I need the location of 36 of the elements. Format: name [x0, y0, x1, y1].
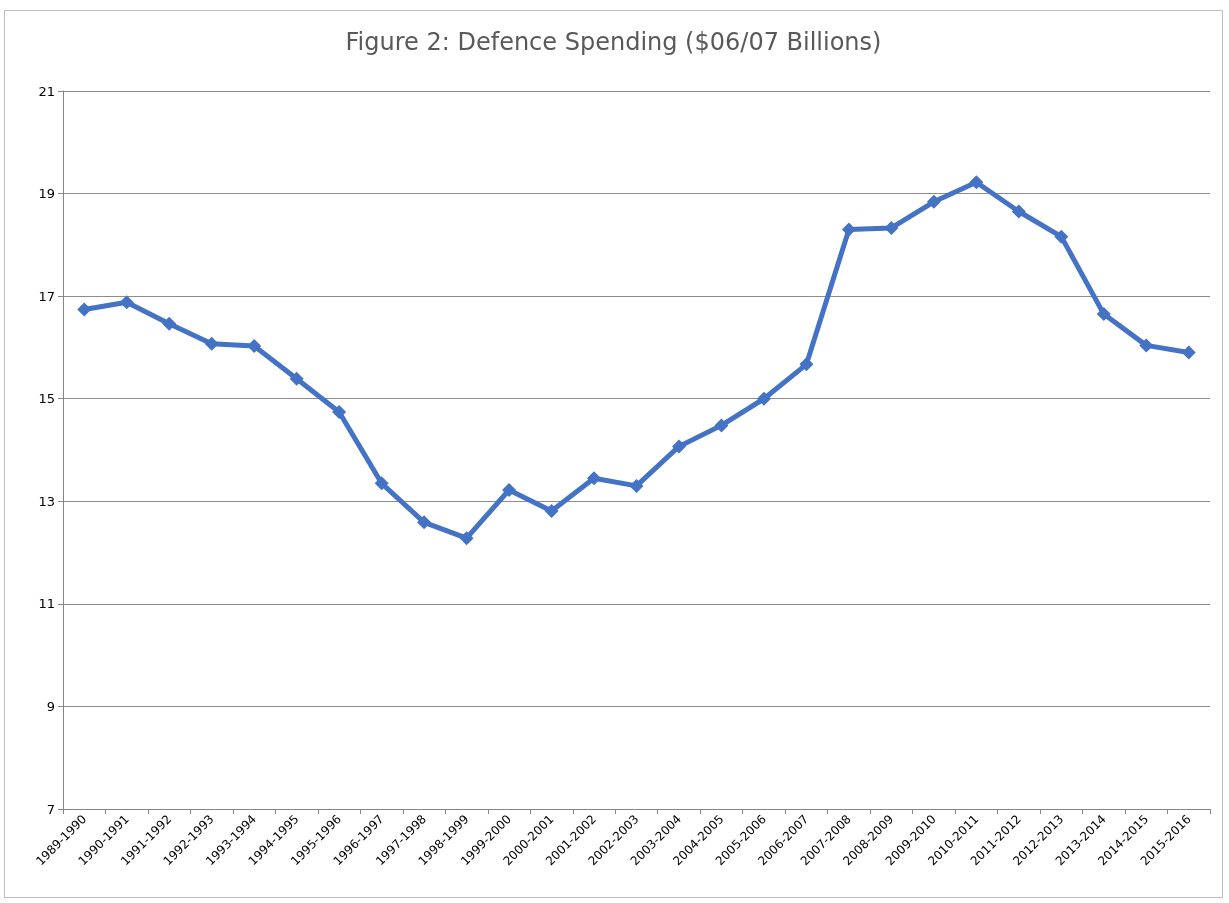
point	[162, 316, 177, 331]
point	[1011, 204, 1026, 219]
point	[544, 504, 559, 519]
point	[714, 418, 729, 433]
point	[119, 295, 134, 310]
point	[671, 439, 686, 454]
point	[799, 357, 814, 372]
chart-title: Figure 2: Defence Spending ($06/07 Billions)	[345, 28, 882, 56]
point	[969, 175, 984, 190]
y-tick-label: 11	[38, 596, 55, 612]
point	[841, 222, 856, 237]
point	[1096, 307, 1111, 322]
y-tick-label: 9	[46, 698, 55, 714]
y-tick-label: 19	[38, 186, 55, 202]
point	[332, 405, 347, 420]
point	[1181, 345, 1196, 360]
point	[77, 302, 92, 317]
point	[756, 391, 771, 406]
point	[289, 371, 304, 386]
y-tick-label: 21	[38, 83, 55, 99]
point	[587, 471, 602, 486]
y-tick-label: 7	[46, 801, 55, 817]
point	[1139, 338, 1154, 353]
point	[629, 478, 644, 493]
point	[459, 531, 474, 546]
point	[374, 476, 389, 491]
point	[502, 483, 517, 497]
point	[417, 515, 432, 530]
y-tick-label: 15	[38, 391, 55, 407]
point	[926, 194, 941, 209]
point	[884, 220, 899, 235]
y-tick-label: 13	[38, 493, 55, 509]
point	[1054, 229, 1069, 244]
point	[247, 338, 262, 353]
point	[204, 336, 219, 351]
y-tick-label: 17	[38, 288, 55, 304]
